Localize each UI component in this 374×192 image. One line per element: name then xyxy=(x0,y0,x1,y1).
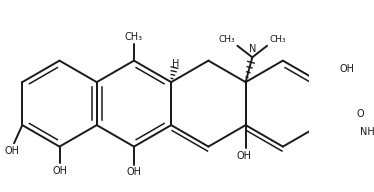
Text: OH: OH xyxy=(340,64,355,74)
Text: OH: OH xyxy=(5,146,20,156)
Text: CH₃: CH₃ xyxy=(125,32,143,42)
Text: H: H xyxy=(172,59,179,69)
Text: NH₂: NH₂ xyxy=(360,127,374,137)
Text: N: N xyxy=(249,44,256,54)
Text: OH: OH xyxy=(236,151,251,161)
Text: CH₃: CH₃ xyxy=(218,35,235,44)
Text: OH: OH xyxy=(126,167,141,177)
Text: CH₃: CH₃ xyxy=(270,35,286,44)
Text: O: O xyxy=(356,109,364,119)
Text: OH: OH xyxy=(52,166,67,176)
